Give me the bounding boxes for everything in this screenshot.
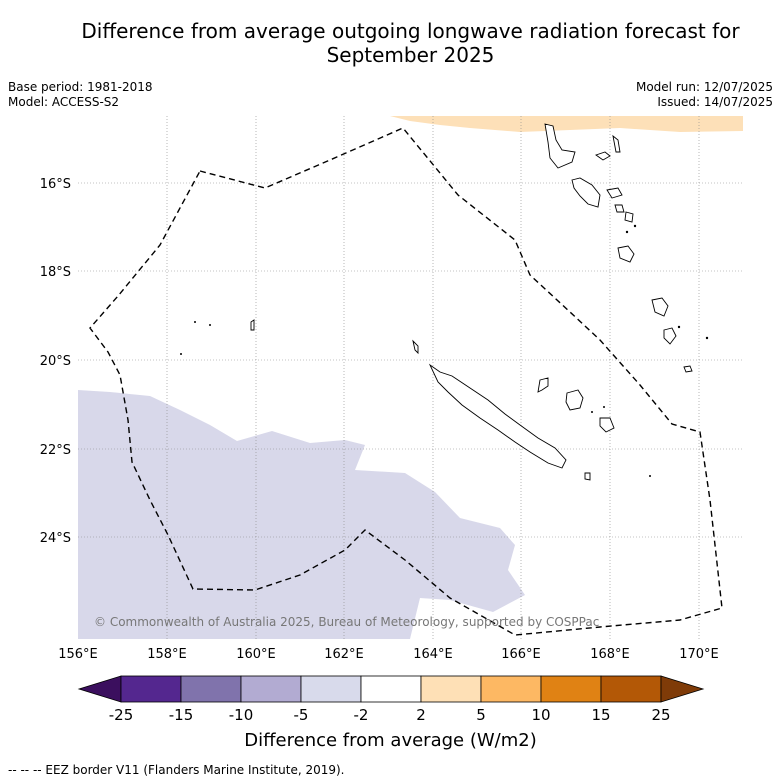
epi-island bbox=[614, 204, 625, 213]
colorbar bbox=[77, 675, 705, 703]
colorbar-bin bbox=[480, 675, 542, 703]
lon-axis-labels: 156°E 158°E 160°E 162°E 164°E 166°E 168°… bbox=[58, 647, 719, 662]
colorbar-tick-label: -25 bbox=[109, 706, 134, 724]
colorbar-tick-label: -10 bbox=[229, 706, 254, 724]
mare-island bbox=[599, 417, 615, 433]
new-caledonia-island bbox=[428, 363, 567, 469]
meta-right: Model run: 12/07/2025 Issued: 14/07/2025 bbox=[636, 80, 773, 110]
colorbar-bin bbox=[420, 675, 482, 703]
negative-anomaly-region bbox=[78, 390, 525, 639]
colorbar-tick-label: -15 bbox=[169, 706, 194, 724]
lat-label: 24°S bbox=[40, 531, 71, 546]
colorbar-tick-label: -5 bbox=[294, 706, 309, 724]
lon-label: 160°E bbox=[236, 647, 276, 662]
shaded-regions bbox=[78, 116, 743, 639]
espiritu-santo-island bbox=[544, 123, 576, 169]
gridlines bbox=[78, 116, 743, 639]
belep-island bbox=[412, 339, 419, 355]
issued-date: Issued: 14/07/2025 bbox=[657, 95, 773, 109]
malakula-island bbox=[571, 177, 601, 208]
lon-label: 166°E bbox=[501, 647, 541, 662]
lon-label: 164°E bbox=[413, 647, 453, 662]
model-name: Model: ACCESS-S2 bbox=[8, 95, 120, 109]
lon-label: 168°E bbox=[590, 647, 630, 662]
ambae-island bbox=[612, 134, 621, 153]
eez-footnote: -- -- -- EEZ border V11 (Flanders Marine… bbox=[8, 763, 345, 777]
lon-label: 156°E bbox=[58, 647, 98, 662]
ouvea-island bbox=[537, 377, 549, 393]
map-title: Difference from average outgoing longwav… bbox=[40, 19, 781, 67]
lat-label: 16°S bbox=[40, 177, 71, 192]
title-line-1: Difference from average outgoing longwav… bbox=[81, 19, 740, 43]
colorbar-bin bbox=[300, 675, 362, 703]
small-islets bbox=[180, 224, 709, 477]
malo-island bbox=[595, 151, 611, 161]
tanna-island bbox=[663, 327, 677, 345]
copyright-text: © Commonwealth of Australia 2025, Bureau… bbox=[94, 615, 599, 629]
colorbar-tick-label: 2 bbox=[416, 706, 426, 724]
eez-border bbox=[89, 127, 723, 636]
colorbar-tick-label: 15 bbox=[591, 706, 610, 724]
positive-anomaly-region bbox=[390, 116, 743, 132]
model-run: Model run: 12/07/2025 bbox=[635, 80, 773, 94]
colorbar-tick-label: 25 bbox=[651, 706, 670, 724]
colorbar-bin bbox=[120, 675, 182, 703]
title-line-2: September 2025 bbox=[326, 43, 495, 67]
lat-label: 20°S bbox=[40, 354, 71, 369]
aneityum-island bbox=[683, 365, 693, 373]
lon-label: 158°E bbox=[147, 647, 187, 662]
colorbar-bin bbox=[240, 675, 302, 703]
coastlines bbox=[250, 123, 693, 481]
lon-label: 162°E bbox=[324, 647, 364, 662]
chesterfield-reef bbox=[250, 319, 255, 331]
lifou-island bbox=[565, 389, 584, 411]
meta-left: Base period: 1981-2018 Model: ACCESS-S2 bbox=[8, 80, 153, 110]
erromango-island bbox=[651, 297, 669, 317]
isle-of-pines bbox=[584, 472, 591, 481]
lat-axis-labels: 16°S 18°S 20°S 22°S 24°S bbox=[40, 177, 71, 546]
colorbar-extend-high bbox=[660, 675, 705, 703]
colorbar-ticks: -25 -15 -10 -5 -2 2 5 10 15 25 bbox=[109, 706, 671, 724]
lon-label: 170°E bbox=[679, 647, 719, 662]
lat-label: 22°S bbox=[40, 443, 71, 458]
colorbar-title: Difference from average (W/m2) bbox=[244, 730, 537, 751]
colorbar-bin bbox=[600, 675, 662, 703]
colorbar-extend-low bbox=[77, 675, 122, 703]
colorbar-bin bbox=[360, 675, 422, 703]
colorbar-tick-label: 5 bbox=[476, 706, 486, 724]
colorbar-bin bbox=[540, 675, 602, 703]
colorbar-tick-label: 10 bbox=[531, 706, 550, 724]
lat-label: 18°S bbox=[40, 265, 71, 280]
colorbar-bin bbox=[180, 675, 242, 703]
base-period: Base period: 1981-2018 bbox=[8, 80, 153, 94]
colorbar-tick-label: -2 bbox=[354, 706, 369, 724]
south-efate-island bbox=[617, 245, 635, 263]
ambrym-island bbox=[606, 187, 623, 199]
efate-island bbox=[624, 211, 634, 223]
